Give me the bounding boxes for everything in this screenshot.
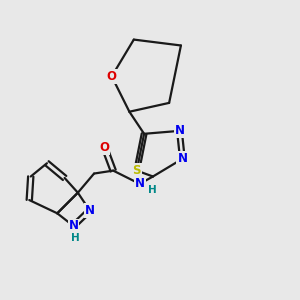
Text: N: N (174, 124, 184, 137)
Text: H: H (148, 185, 156, 195)
Text: N: N (68, 220, 78, 232)
Text: S: S (133, 164, 141, 177)
Text: O: O (99, 141, 110, 154)
Text: N: N (85, 204, 94, 217)
Text: N: N (135, 177, 145, 190)
Text: H: H (70, 233, 79, 243)
Text: O: O (107, 70, 117, 83)
Text: N: N (177, 152, 188, 165)
